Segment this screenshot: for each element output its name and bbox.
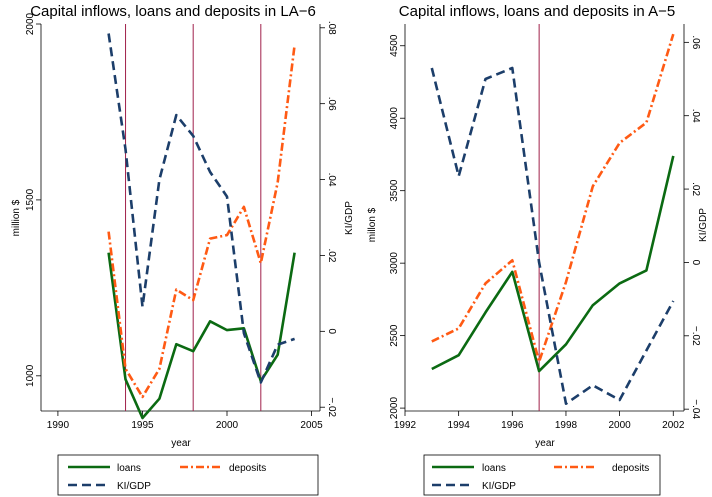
chart-title: Capital inflows, loans and deposits in L…	[30, 3, 316, 20]
x-tick-label: 2005	[300, 420, 323, 431]
y-right-tick-label: .04	[690, 109, 701, 123]
x-tick-label: 2000	[608, 420, 631, 431]
y-right-tick-label: −.04	[690, 399, 701, 419]
y-right-tick-label: .02	[690, 182, 701, 196]
y-right-tick-label: .02	[326, 248, 337, 262]
y-right-tick-label: 0	[326, 329, 337, 335]
y-right-tick-label: .06	[326, 97, 337, 111]
legend-label-ki-gdp: KI/GDP	[117, 481, 151, 492]
y-left-tick-label: 2000	[389, 397, 400, 420]
x-tick-label: 2000	[216, 420, 239, 431]
chart-title: Capital inflows, loans and deposits in A…	[399, 3, 675, 20]
y-right-tick-label: −.02	[690, 326, 701, 346]
y-right-tick-label: .08	[326, 21, 337, 35]
series-line-deposits	[107, 44, 296, 399]
chart-la6: Capital inflows, loans and deposits in L…	[11, 3, 355, 496]
x-axis-label: year	[535, 438, 555, 449]
series-line-ki-gdp	[430, 66, 675, 406]
series-line-loans	[431, 155, 675, 373]
legend-label-deposits: deposits	[612, 463, 649, 474]
legend: loans deposits KI/GDP	[423, 454, 661, 496]
legend-label-deposits: deposits	[229, 463, 266, 474]
legend-box	[57, 454, 319, 496]
y-right-tick-label: −.02	[326, 397, 337, 417]
legend-label-loans: loans	[482, 463, 506, 474]
y-left-tick-label: 4000	[389, 107, 400, 130]
y-axis-right-label: KI/GDP	[698, 208, 709, 242]
series-line-deposits	[431, 33, 675, 364]
chart-a5: Capital inflows, loans and deposits in A…	[367, 3, 709, 496]
x-tick-label: 1990	[47, 420, 70, 431]
legend: loans deposits KI/GDP	[57, 454, 319, 496]
y-left-tick-label: 1500	[25, 188, 36, 211]
y-axis-left-label: millon $	[367, 207, 378, 242]
x-tick-label: 1994	[448, 420, 471, 431]
y-right-tick-label: 0	[690, 260, 701, 266]
legend-label-loans: loans	[117, 463, 141, 474]
y-axis-left-label: million $	[11, 199, 22, 236]
series-line-ki-gdp	[107, 33, 296, 384]
y-left-tick-label: 1000	[25, 364, 36, 387]
legend-label-ki-gdp: KI/GDP	[482, 481, 516, 492]
y-left-tick-label: 2500	[389, 324, 400, 347]
y-right-tick-label: .06	[690, 35, 701, 49]
x-axis-label: year	[171, 438, 191, 449]
x-tick-label: 2002	[662, 420, 685, 431]
y-axis-right-label: KI/GDP	[344, 201, 355, 235]
y-left-tick-label: 4500	[389, 34, 400, 57]
y-left-tick-label: 3500	[389, 179, 400, 202]
series-line-loans	[107, 252, 296, 420]
x-tick-label: 1992	[394, 420, 417, 431]
legend-box	[423, 454, 661, 496]
y-left-tick-label: 3000	[389, 252, 400, 275]
x-tick-label: 1996	[501, 420, 524, 431]
y-right-tick-label: .04	[326, 173, 337, 187]
y-left-tick-label: 2000	[25, 12, 36, 35]
x-tick-label: 1998	[555, 420, 578, 431]
x-tick-label: 1995	[131, 420, 154, 431]
